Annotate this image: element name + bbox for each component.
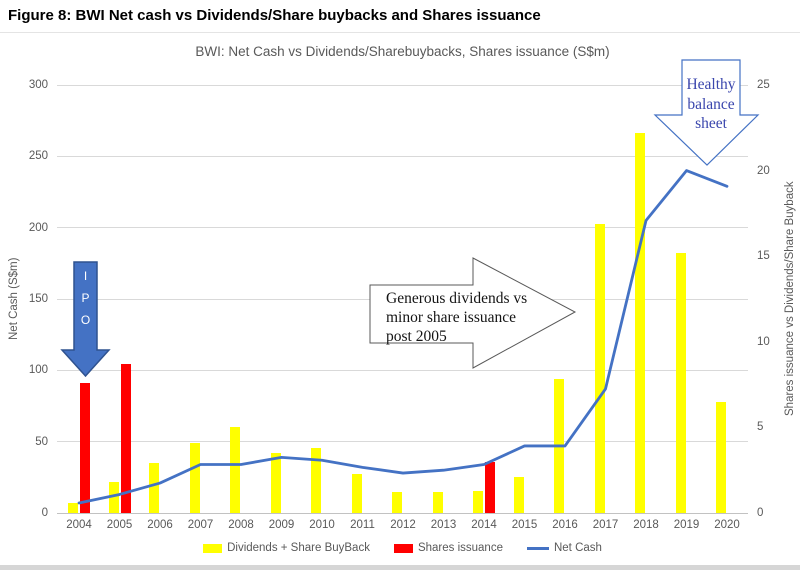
x-label-2005: 2005 [106, 519, 133, 531]
figure-caption: Figure 8: BWI Net cash vs Dividends/Shar… [8, 7, 541, 24]
right-tick-20: 20 [757, 164, 770, 177]
x-label-2016: 2016 [552, 519, 578, 531]
bar-dividends-2018 [635, 132, 645, 513]
left-tick-0: 0 [41, 507, 48, 519]
left-tick-50: 50 [35, 435, 48, 448]
bar-dividends-2010 [311, 447, 321, 513]
legend-item-netcash: Net Cash [526, 542, 602, 554]
right-tick-10: 10 [757, 335, 770, 348]
legend-label-netcash: Net Cash [553, 542, 602, 554]
x-label-2006: 2006 [147, 519, 173, 531]
legend-item-dividends: Dividends + Share BuyBack [203, 542, 370, 554]
right-tick-15: 15 [757, 250, 770, 263]
ipo-letter: O [80, 313, 91, 327]
ipo-letter: P [81, 291, 90, 305]
x-label-2020: 2020 [714, 519, 740, 531]
annotation-line: balance [687, 95, 735, 113]
caption-divider [0, 32, 800, 33]
left-tick-200: 200 [28, 221, 48, 234]
left-tick-100: 100 [28, 364, 48, 377]
bar-issuance-2014 [485, 461, 495, 513]
left-tick-250: 250 [28, 150, 48, 163]
bottom-edge [0, 565, 800, 570]
bar-dividends-2004 [68, 502, 78, 513]
ipo-annotation-text: I P O [74, 265, 97, 331]
bar-dividends-2007 [189, 442, 200, 513]
bar-dividends-2006 [149, 463, 159, 513]
annotation-line: Healthy [686, 76, 736, 93]
left-tick-300: 300 [28, 79, 48, 91]
legend-item-issuance: Shares issuance [393, 542, 503, 554]
annotation-line: minor share issuance [386, 309, 516, 326]
x-label-2010: 2010 [309, 519, 335, 531]
right-axis-title: Shares issuance vs Dividends/Share Buyba… [784, 181, 796, 417]
x-label-2019: 2019 [673, 519, 700, 531]
legend: Dividends + Share BuyBack Shares issuanc… [57, 542, 748, 554]
x-label-2007: 2007 [187, 519, 214, 531]
bar-dividends-2012 [392, 492, 402, 513]
x-label-2004: 2004 [66, 519, 92, 531]
generous-annotation-text: Generous dividends vs minor share issuan… [386, 289, 571, 346]
bar-dividends-2015 [513, 477, 524, 513]
bar-issuance-2004 [80, 382, 90, 513]
bar-dividends-2017 [594, 223, 605, 513]
bar-dividends-2005 [108, 482, 119, 513]
dividends-swatch-icon [203, 543, 223, 553]
gridline-300 [57, 84, 748, 86]
healthy-annotation-text: Healthy balance sheet [677, 75, 745, 134]
netcash-swatch-icon [526, 546, 549, 550]
x-label-2017: 2017 [592, 519, 619, 531]
issuance-swatch-icon [393, 543, 413, 553]
bar-dividends-2020 [716, 401, 726, 513]
chart-title: BWI: Net Cash vs Dividends/Sharebuybacks… [195, 44, 610, 59]
right-tick-25: 25 [757, 79, 770, 91]
x-label-2009: 2009 [268, 519, 295, 531]
x-label-2013: 2013 [430, 519, 457, 531]
right-tick-5: 5 [757, 421, 764, 434]
bar-dividends-2008 [230, 427, 240, 513]
gridline-250 [57, 155, 748, 157]
bar-dividends-2009 [270, 453, 281, 513]
x-label-2014: 2014 [471, 519, 497, 531]
bar-dividends-2013 [432, 492, 443, 513]
x-label-2008: 2008 [228, 519, 254, 531]
bar-dividends-2016 [554, 379, 564, 513]
left-tick-150: 150 [28, 293, 48, 305]
bar-dividends-2011 [351, 473, 362, 513]
legend-label-dividends: Dividends + Share BuyBack [227, 542, 370, 554]
annotation-line: post 2005 [386, 328, 447, 345]
bar-dividends-2019 [675, 252, 686, 513]
annotation-line: sheet [695, 115, 727, 132]
bar-issuance-2005 [120, 364, 131, 513]
gridline-0 [57, 512, 748, 514]
bar-dividends-2014 [473, 490, 483, 513]
ipo-letter: I [83, 269, 88, 283]
x-label-2012: 2012 [390, 519, 416, 531]
right-tick-0: 0 [757, 507, 764, 519]
x-label-2015: 2015 [511, 519, 538, 531]
legend-label-issuance: Shares issuance [417, 542, 503, 554]
annotation-line: Generous dividends vs [386, 290, 528, 307]
x-label-2011: 2011 [350, 519, 375, 531]
x-label-2018: 2018 [633, 519, 659, 531]
